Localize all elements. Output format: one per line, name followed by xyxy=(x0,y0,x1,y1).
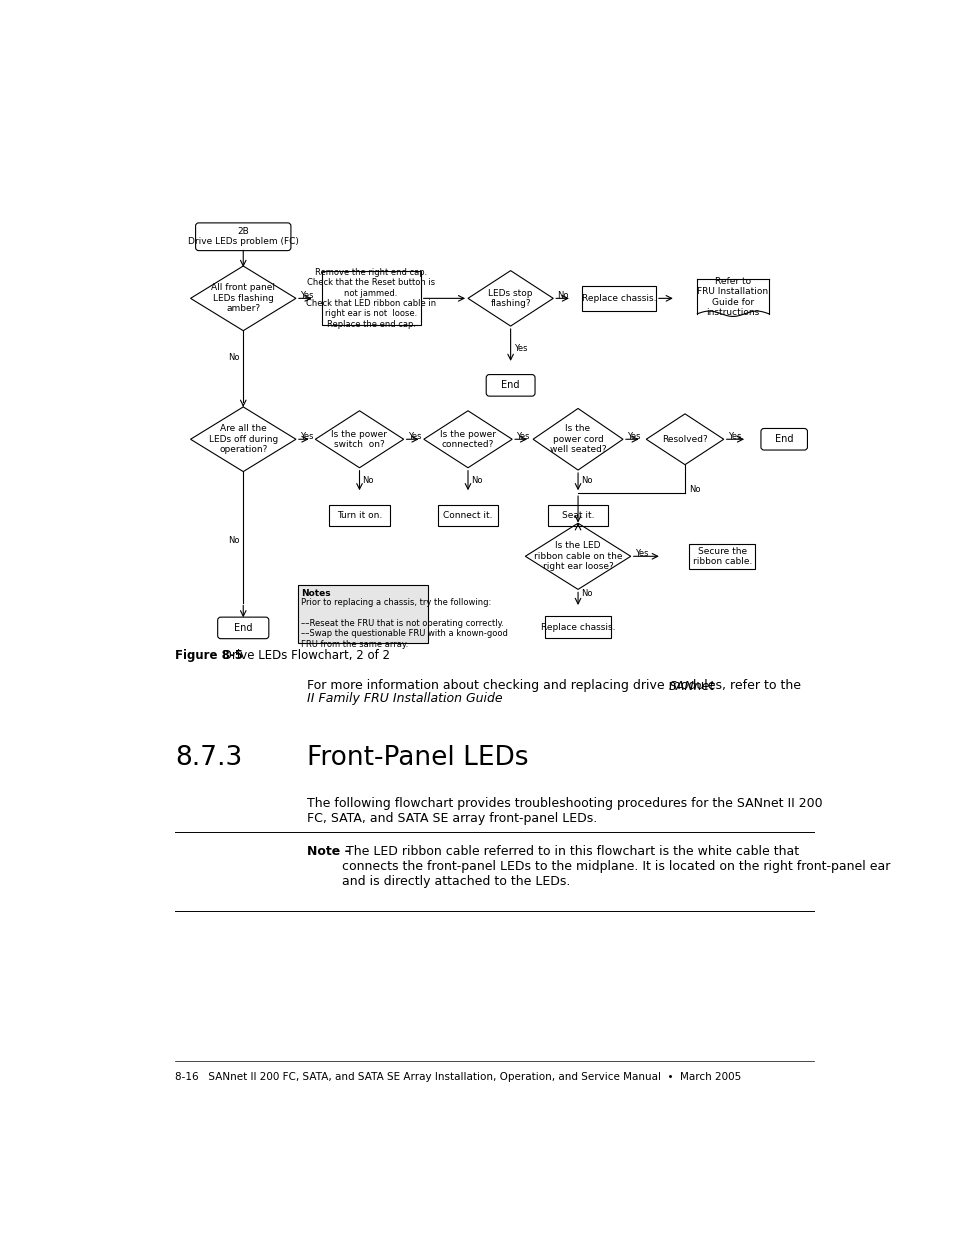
FancyBboxPatch shape xyxy=(544,616,610,638)
Text: No: No xyxy=(557,290,568,300)
Text: Prior to replacing a chassis, try the following:

––Reseat the FRU that is not o: Prior to replacing a chassis, try the fo… xyxy=(301,598,508,648)
Text: Yes: Yes xyxy=(299,432,313,441)
Text: No: No xyxy=(228,353,239,362)
Text: The LED ribbon cable referred to in this flowchart is the white cable that
conne: The LED ribbon cable referred to in this… xyxy=(342,845,890,888)
Text: LEDs stop
flashing?: LEDs stop flashing? xyxy=(488,289,533,308)
Text: II Family FRU Installation Guide: II Family FRU Installation Guide xyxy=(307,692,502,705)
Text: For more information about checking and replacing drive modules, refer to the: For more information about checking and … xyxy=(307,679,804,693)
Text: Remove the right end cap.
Check that the Reset button is
not jammed.
Check that : Remove the right end cap. Check that the… xyxy=(306,268,436,329)
Text: Seat it.: Seat it. xyxy=(561,511,594,520)
Text: No: No xyxy=(471,477,482,485)
Text: Yes: Yes xyxy=(727,432,740,441)
Text: Replace chassis.: Replace chassis. xyxy=(540,622,615,631)
Text: Turn it on.: Turn it on. xyxy=(336,511,382,520)
Text: Drive LEDs Flowchart, 2 of 2: Drive LEDs Flowchart, 2 of 2 xyxy=(219,648,390,662)
Text: Yes: Yes xyxy=(513,343,527,353)
Text: Yes: Yes xyxy=(626,432,639,441)
Text: Is the LED
ribbon cable on the
right ear loose?: Is the LED ribbon cable on the right ear… xyxy=(534,541,621,572)
Text: Connect it.: Connect it. xyxy=(443,511,493,520)
Text: Replace chassis.: Replace chassis. xyxy=(581,294,656,303)
Text: Notes: Notes xyxy=(301,589,331,598)
FancyBboxPatch shape xyxy=(217,618,269,638)
Text: .: . xyxy=(442,692,446,705)
FancyBboxPatch shape xyxy=(581,287,656,311)
Text: Is the power
connected?: Is the power connected? xyxy=(439,430,496,450)
Text: Figure 8-5: Figure 8-5 xyxy=(174,648,243,662)
FancyBboxPatch shape xyxy=(486,374,535,396)
Text: No: No xyxy=(688,485,700,494)
FancyBboxPatch shape xyxy=(760,429,806,450)
Text: Yes: Yes xyxy=(407,432,420,441)
Text: Front-Panel LEDs: Front-Panel LEDs xyxy=(307,745,528,771)
Text: All front panel
LEDs flashing
amber?: All front panel LEDs flashing amber? xyxy=(211,284,275,314)
Text: Are all the
LEDs off during
operation?: Are all the LEDs off during operation? xyxy=(209,425,277,454)
Text: 8.7.3: 8.7.3 xyxy=(174,745,242,771)
FancyBboxPatch shape xyxy=(329,505,390,526)
FancyBboxPatch shape xyxy=(195,222,291,251)
Text: Yes: Yes xyxy=(299,290,313,300)
Text: Yes: Yes xyxy=(634,548,647,558)
Text: 8-16   SANnet II 200 FC, SATA, and SATA SE Array Installation, Operation, and Se: 8-16 SANnet II 200 FC, SATA, and SATA SE… xyxy=(174,1072,740,1082)
Text: Secure the
ribbon cable.: Secure the ribbon cable. xyxy=(692,547,751,566)
Text: No: No xyxy=(580,477,592,485)
Text: No: No xyxy=(362,477,374,485)
Text: SANnet: SANnet xyxy=(668,679,714,693)
Text: Refer to
FRU Installation
Guide for
instructions: Refer to FRU Installation Guide for inst… xyxy=(697,277,768,317)
FancyBboxPatch shape xyxy=(321,272,420,325)
Text: End: End xyxy=(501,380,519,390)
Text: Is the power
switch  on?: Is the power switch on? xyxy=(331,430,387,450)
Text: No: No xyxy=(580,589,592,598)
Text: End: End xyxy=(233,622,253,632)
FancyBboxPatch shape xyxy=(688,543,755,569)
Text: Is the
power cord
well seated?: Is the power cord well seated? xyxy=(549,425,606,454)
FancyBboxPatch shape xyxy=(437,505,497,526)
FancyBboxPatch shape xyxy=(547,505,608,526)
Text: 2B
Drive LEDs problem (FC): 2B Drive LEDs problem (FC) xyxy=(188,227,298,247)
Text: No: No xyxy=(228,536,239,546)
Text: End: End xyxy=(774,435,793,445)
Text: Yes: Yes xyxy=(516,432,529,441)
Text: Resolved?: Resolved? xyxy=(661,435,707,443)
FancyBboxPatch shape xyxy=(298,585,428,643)
Text: Note –: Note – xyxy=(307,845,350,858)
Text: The following flowchart provides troubleshooting procedures for the SANnet II 20: The following flowchart provides trouble… xyxy=(307,798,821,825)
